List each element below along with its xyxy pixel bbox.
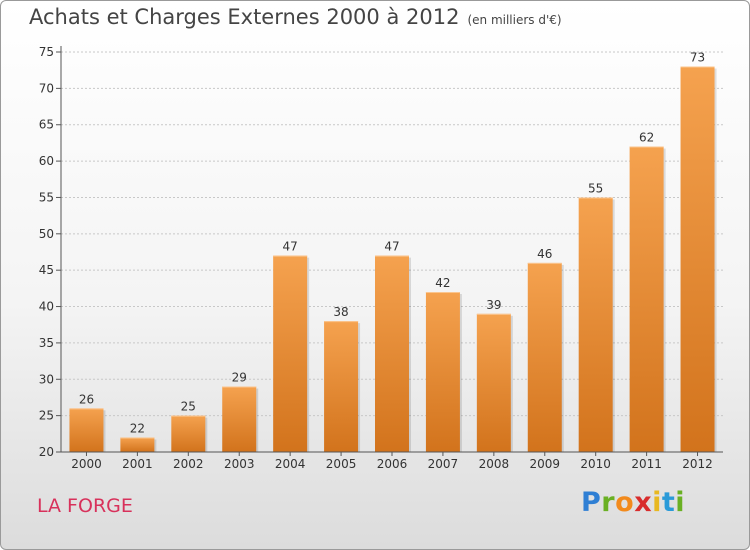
bar-value-label: 25 [181, 400, 196, 414]
y-tick-label: 70 [39, 81, 54, 95]
y-tick-label: 20 [39, 445, 54, 459]
y-tick-label: 60 [39, 154, 54, 168]
chart-subtitle: (en milliers d'€) [467, 13, 562, 27]
x-tick-label: 2008 [479, 457, 510, 471]
y-tick-label: 25 [39, 409, 54, 423]
y-tick-label: 35 [39, 336, 54, 350]
y-tick-label: 75 [39, 45, 54, 59]
y-tick-label: 50 [39, 227, 54, 241]
bar-value-label: 47 [384, 240, 399, 254]
brand-logo-letter: i [652, 487, 662, 518]
bar [680, 66, 715, 452]
bar [120, 437, 155, 452]
brand-logo-letter: o [615, 487, 635, 518]
y-tick-label: 40 [39, 300, 54, 314]
bar [171, 415, 206, 452]
x-tick-label: 2002 [173, 457, 204, 471]
bar [629, 146, 664, 452]
bar [222, 386, 257, 452]
brand-logo-letter: i [675, 487, 686, 518]
x-tick-label: 2010 [580, 457, 611, 471]
bar-value-label: 39 [486, 298, 501, 312]
bar [425, 292, 460, 452]
labels: 20 25 30 35 40 45 50 55 60 65 70 75 26 2000 22 2001 25 20… [39, 45, 713, 471]
chart-title: Achats et Charges Externes 2000 à 2012 (e… [29, 5, 562, 29]
bars [69, 66, 717, 452]
bar [375, 255, 409, 452]
x-tick-label: 2012 [682, 457, 713, 471]
bar-value-label: 62 [639, 131, 654, 145]
bar [324, 321, 359, 452]
x-tick-label: 2004 [275, 457, 306, 471]
bar-value-label: 46 [537, 247, 552, 261]
brand-logo-letter: r [601, 487, 616, 518]
x-tick-label: 2007 [428, 457, 459, 471]
y-tick-label: 30 [39, 372, 54, 386]
x-tick-label: 2011 [631, 457, 662, 471]
bar-value-label: 38 [333, 305, 348, 319]
brand-logo-letter: x [634, 487, 653, 518]
bar-value-label: 22 [130, 421, 145, 435]
x-tick-label: 2005 [326, 457, 357, 471]
brand-logo-letter: t [661, 487, 676, 518]
bar [273, 255, 308, 452]
bar-value-label: 26 [79, 392, 94, 406]
place-name: LA FORGE [37, 495, 133, 517]
y-tick-label: 55 [39, 190, 54, 204]
y-tick-label: 65 [39, 118, 54, 132]
bar [578, 197, 613, 452]
brand-logo-letter: P [581, 487, 602, 518]
axes [56, 46, 723, 456]
y-tick-label: 45 [39, 263, 54, 277]
x-tick-label: 2006 [377, 457, 408, 471]
bar-value-label: 42 [435, 276, 450, 290]
bar-value-label: 29 [232, 371, 247, 385]
chart-title-text: Achats et Charges Externes 2000 à 2012 [29, 5, 460, 29]
bar-value-label: 55 [588, 181, 603, 195]
x-tick-label: 2009 [529, 457, 560, 471]
x-tick-label: 2001 [122, 457, 153, 471]
x-tick-label: 2003 [224, 457, 255, 471]
bar-value-label: 47 [283, 240, 298, 254]
brand-logo: Proxiti [581, 487, 685, 518]
bar [527, 262, 562, 452]
bar-value-label: 73 [690, 51, 705, 65]
x-tick-label: 2000 [71, 457, 102, 471]
bar [69, 408, 104, 452]
bar [476, 313, 511, 452]
